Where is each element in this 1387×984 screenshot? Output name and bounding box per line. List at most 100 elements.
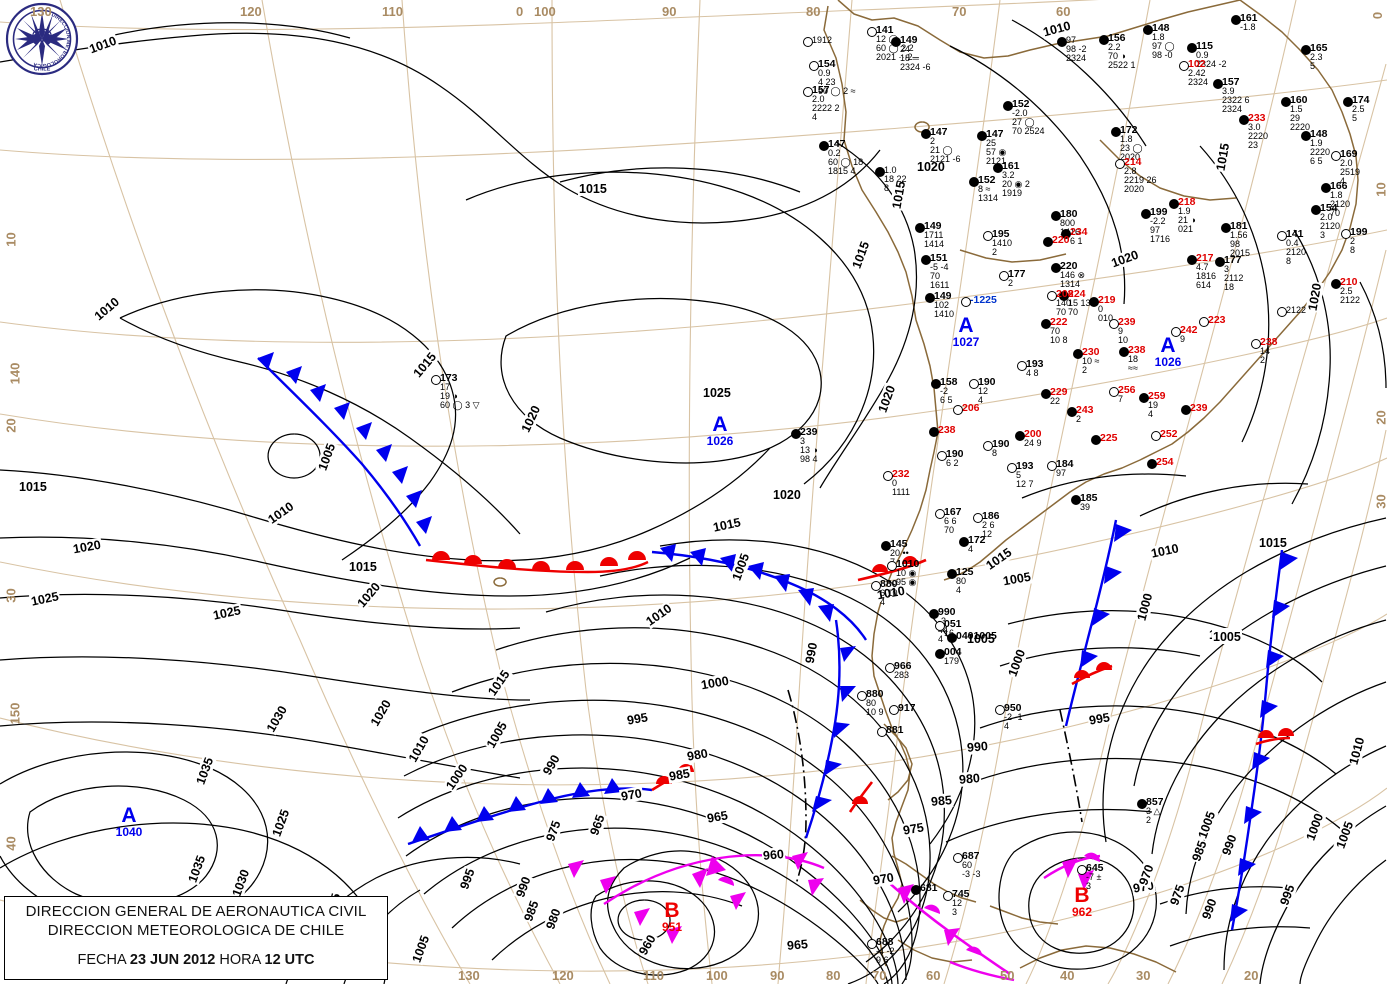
station-plot: 125 80 4 [956, 568, 974, 595]
station-row-3: 98 4 [800, 455, 818, 464]
dmc-logo: CHILE DIRECCION METEOROLOGICA [5, 2, 79, 76]
station-circle [925, 293, 935, 303]
station-plot: 230 10 ≈2 [1082, 348, 1100, 375]
station-row-3: 4 8 [1026, 369, 1044, 378]
station-row-3: 1815 4 [828, 167, 863, 176]
station-plot: 0401005 [956, 632, 997, 641]
station-circle [875, 167, 885, 177]
station-circle [915, 223, 925, 233]
station-row-3: 614 [1196, 281, 1216, 290]
station-plot: 206 [962, 404, 980, 413]
coastline [494, 0, 1358, 972]
station-circle [1143, 25, 1153, 35]
station-row-3: 8 [992, 449, 1010, 458]
station-plot: 004 179 [944, 648, 962, 666]
station-plot: 174 2.5 5 [1352, 96, 1370, 123]
station-row-3: 1410 [934, 310, 954, 319]
station-row-2: 1111 [892, 488, 910, 497]
station-plot: 681 [920, 884, 938, 893]
station-row-2: 9 [1180, 335, 1198, 344]
title-line-1: DIRECCION GENERAL DE AERONAUTICA CIVIL [5, 902, 387, 921]
station-plot: 195 1410 2 [992, 230, 1012, 257]
station-row-3: 2324 -6 [900, 63, 931, 72]
station-circle [1213, 79, 1223, 89]
station-circle [953, 853, 963, 863]
station-plot: 149 1711 1414 [924, 222, 944, 249]
station-circle [921, 255, 931, 265]
station-plot: 917 [898, 704, 916, 713]
station-circle [1043, 237, 1053, 247]
station-circle [887, 561, 897, 571]
station-pressure: 206 [962, 404, 980, 413]
station-plot: 149 24 18 ═ 2324 -6 [900, 36, 931, 72]
station-plot: 252 [1160, 430, 1178, 439]
station-circle [1119, 347, 1129, 357]
station-circle [1051, 211, 1061, 221]
station-circle [1115, 159, 1125, 169]
station-row-3: 2 [992, 248, 1012, 257]
station-plot: 857 3 △ 2 [1146, 798, 1164, 825]
station-circle [1221, 223, 1231, 233]
station-plot: 177 3 2112 18 [1224, 256, 1243, 292]
station-row-3: 4 [968, 545, 986, 554]
station-circle [1137, 799, 1147, 809]
station-plot: 645 -7 ±3 [1086, 864, 1104, 891]
station-plot: 238 [938, 426, 956, 435]
station-plot: 151 -5 -4 70 1611 [930, 254, 949, 290]
station-row-2: 010 [1098, 314, 1116, 323]
station-circle [1341, 229, 1351, 239]
station-plot: 190 6 2 [946, 450, 964, 468]
station-circle [935, 649, 945, 659]
station-plot: 223 [1208, 316, 1226, 325]
station-plot: 243 2 [1076, 406, 1094, 424]
station-plot: 256 7 [1118, 386, 1136, 404]
station-circle [1187, 255, 1197, 265]
station-circle [867, 939, 877, 949]
station-plot: 152 -2.0 27 ◯ 70 2524 [1012, 100, 1045, 136]
station-plot: 157 2.0 2222 24 [812, 86, 840, 122]
station-row-3: 98 -0 [1152, 51, 1175, 60]
station-circle [1111, 127, 1121, 137]
station-circle [921, 129, 931, 139]
station-plot: 229 22 [1050, 388, 1068, 406]
station-row-3: 60 ◯ 3 ▽ [440, 401, 480, 410]
station-circle [791, 429, 801, 439]
station-row-3: -3 -3 [962, 870, 981, 879]
station-circle [1239, 115, 1249, 125]
station-circle [809, 61, 819, 71]
station-circle [1051, 263, 1061, 273]
station-circle [803, 37, 813, 47]
station-row-3: 70 [1056, 308, 1074, 317]
station-circle [943, 891, 953, 901]
station-circle [1331, 151, 1341, 161]
station-circle [937, 451, 947, 461]
station-row-2: 24 9 [1024, 439, 1042, 448]
station-plot: 148 1.9 2220 6 5 [1310, 130, 1330, 166]
station-plot: 160 1.5 29 2220 [1290, 96, 1310, 132]
station-plot: 193 5 12 7 [1016, 462, 1034, 489]
station-circle [889, 705, 899, 715]
station-row-1: 1912 [812, 36, 832, 45]
station-row-3: 97 [1056, 469, 1074, 478]
fecha-label: FECHA [78, 952, 126, 968]
station-circle [1281, 97, 1291, 107]
station-plot: 687 60 -3 -3 [962, 852, 981, 879]
station-row-2: 2122 [1340, 296, 1360, 305]
station-pressure: 239 [1190, 404, 1208, 413]
station-circle [1277, 307, 1287, 317]
station-row-3: 2 [1082, 366, 1100, 375]
trough-line [788, 690, 1082, 884]
station-plot: 141 0.4 2120 8 [1286, 230, 1306, 266]
station-plot: 220 [1052, 236, 1070, 245]
station-row-3: 3 [1320, 231, 1340, 240]
station-row-3: 2 [1146, 816, 1164, 825]
station-circle [877, 727, 887, 737]
station-plot: 219 0 010 [1098, 296, 1116, 323]
station-plot: 233 3.0 2220 23 [1248, 114, 1268, 150]
station-row-3: 12 7 [1016, 480, 1034, 489]
station-row-3: 6 2 [946, 459, 964, 468]
station-circle [1301, 131, 1311, 141]
station-row-3: 70 2524 [1012, 127, 1045, 136]
station-plot: 173 17 19 ◑ 60 ◯ 3 ▽ [440, 374, 480, 410]
station-plot: 156 2.2 70 ◑ 2522 1 [1108, 34, 1136, 70]
